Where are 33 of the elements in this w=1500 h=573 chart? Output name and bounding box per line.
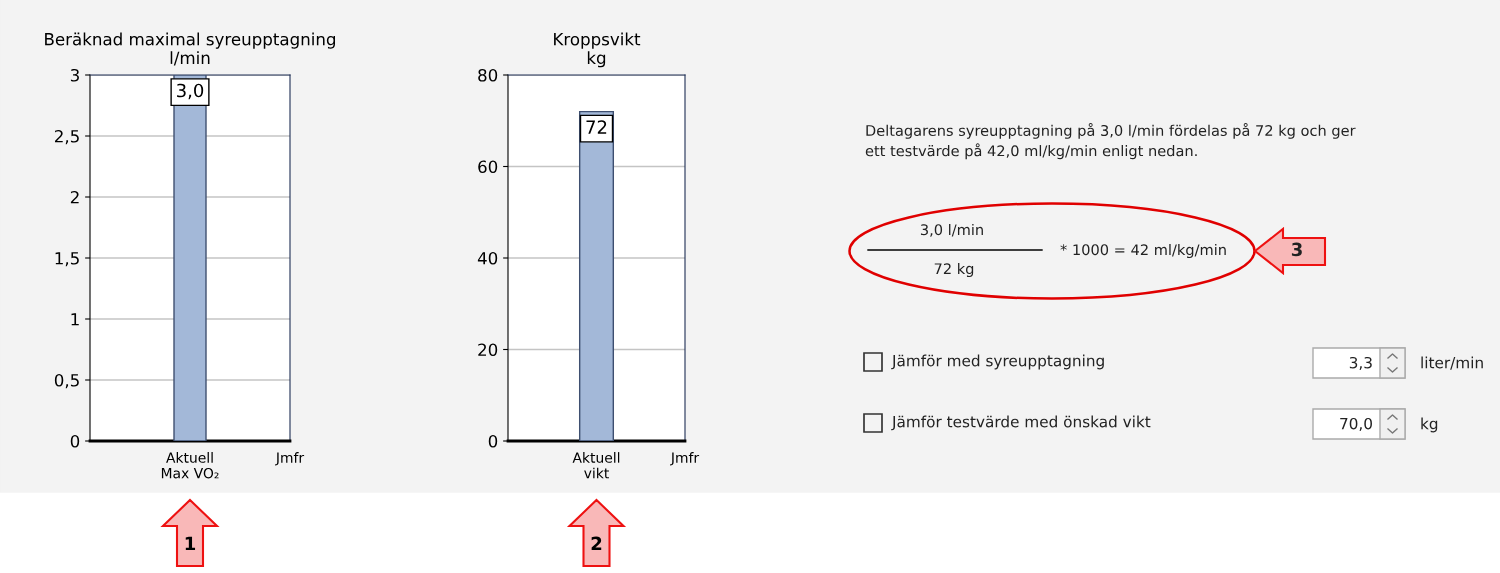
y-tick-label: 60 xyxy=(478,160,498,174)
text: Jämför testvärde med önskad vikt xyxy=(891,415,1151,431)
y-tick-label: 1,5 xyxy=(55,252,79,267)
text: 70,0 xyxy=(1340,417,1372,431)
text: Deltagarens syreupptagning på 3,0 l/min fördelas på 72 kg och ger ett testvärde på 42,0 ml/kg/min enligt nedan. xyxy=(865,123,1356,160)
x-tick-label: Jmfr xyxy=(670,452,700,466)
text: 1 xyxy=(185,536,196,550)
text: 3,0 l/min xyxy=(920,223,983,237)
y-tick-label: 2 xyxy=(70,190,79,204)
y-tick-label: 20 xyxy=(478,343,498,357)
y-tick-label: 40 xyxy=(477,251,498,265)
text: * 1000 = 42 ml/kg/min xyxy=(1060,243,1226,259)
x-tick-label: Aktuell vikt xyxy=(572,452,620,479)
text: kg xyxy=(1421,417,1438,433)
text: Jämför med syreupptagning xyxy=(891,354,1104,370)
y-tick-label: 2,5 xyxy=(54,129,79,145)
x-tick-label: Aktuell Max VO₂ xyxy=(161,452,219,479)
y-tick-label: 3 xyxy=(70,68,79,82)
text: liter/min xyxy=(1421,356,1483,370)
y-tick-label: 0 xyxy=(488,434,498,448)
text: 2 xyxy=(591,536,602,550)
y-tick-label: 80 xyxy=(478,68,498,82)
y-tick-label: 0,5 xyxy=(54,373,79,389)
text: 3,3 xyxy=(1349,356,1372,370)
data-label: 72 xyxy=(586,120,607,134)
chart-title: Kroppsvikt kg xyxy=(554,32,641,68)
y-tick-label: 1 xyxy=(71,313,79,326)
y-tick-label: 0 xyxy=(70,434,80,448)
data-label: 3,0 xyxy=(177,83,204,100)
text: 72 kg xyxy=(934,262,974,278)
chart-title: Beräknad maximal syreupptagning l/min xyxy=(45,32,335,66)
text: 3 xyxy=(1291,242,1302,257)
x-tick-label: Jmfr xyxy=(275,452,305,466)
